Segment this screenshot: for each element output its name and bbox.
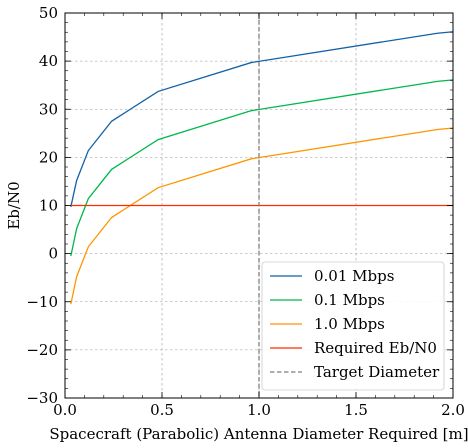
- x-tick-label: 0.5: [150, 401, 174, 419]
- series-line-1-0-mbps: [70, 127, 454, 305]
- legend-label: Target Diameter: [314, 363, 440, 381]
- y-tick-label: 30: [39, 100, 58, 118]
- legend: 0.01 Mbps 0.1 Mbps 1.0 Mbps Required Eb/N0 T…: [261, 261, 445, 391]
- axis-ticks: [64, 12, 454, 399]
- y-tick-label: 0: [48, 245, 58, 263]
- y-tick-label: −20: [26, 341, 58, 359]
- y-tick-label: −30: [26, 389, 58, 407]
- legend-label: Required Eb/N0: [314, 339, 437, 357]
- legend-box: [261, 261, 445, 391]
- legend-label: 1.0 Mbps: [314, 315, 385, 333]
- legend-label: 0.1 Mbps: [314, 291, 385, 309]
- series-line-0-1-mbps: [70, 79, 454, 257]
- y-tick-label: 20: [39, 148, 58, 166]
- series-lines: [70, 13, 454, 398]
- x-tick-label: 1.0: [247, 401, 271, 419]
- y-axis-label: Eb/N0: [5, 181, 23, 229]
- y-tick-label: −10: [26, 293, 58, 311]
- y-tick-label: 50: [39, 4, 58, 22]
- series-line-0-01-mbps: [70, 31, 454, 208]
- x-tick-label: 2.0: [441, 401, 465, 419]
- x-tick-label: 0.0: [53, 401, 77, 419]
- x-axis-label: Spacecraft (Parabolic) Antenna Diameter …: [49, 425, 468, 443]
- y-tick-label: 10: [39, 197, 58, 215]
- tick-labels: 0.0 0.5 1.0 1.5 2.0 −30 −20 −10 0 10 20 30 40 50: [26, 4, 465, 419]
- legend-label: 0.01 Mbps: [314, 267, 394, 285]
- x-tick-label: 1.5: [344, 401, 368, 419]
- y-tick-label: 40: [39, 52, 58, 70]
